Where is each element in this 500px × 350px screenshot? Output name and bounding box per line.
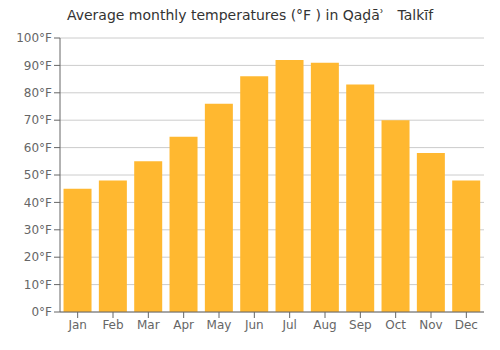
svg-text:Jun: Jun: [244, 318, 264, 332]
svg-text:Jul: Jul: [281, 318, 296, 332]
svg-text:40°F: 40°F: [24, 196, 52, 210]
svg-text:Mar: Mar: [137, 318, 160, 332]
svg-text:30°F: 30°F: [24, 223, 52, 237]
svg-text:May: May: [207, 318, 232, 332]
svg-text:0°F: 0°F: [31, 305, 52, 319]
svg-text:Oct: Oct: [385, 318, 406, 332]
svg-text:Feb: Feb: [102, 318, 123, 332]
svg-text:Jan: Jan: [67, 318, 87, 332]
svg-text:70°F: 70°F: [24, 113, 52, 127]
svg-text:50°F: 50°F: [24, 168, 52, 182]
svg-text:20°F: 20°F: [24, 250, 52, 264]
svg-text:10°F: 10°F: [24, 278, 52, 292]
svg-text:Aug: Aug: [313, 318, 336, 332]
svg-text:80°F: 80°F: [24, 86, 52, 100]
svg-text:100°F: 100°F: [16, 31, 52, 45]
svg-text:Apr: Apr: [173, 318, 194, 332]
svg-text:Dec: Dec: [455, 318, 478, 332]
svg-text:Sep: Sep: [349, 318, 372, 332]
html-text:Average monthly temperatures (: Average monthly temperatures (°F ) in Qa…: [66, 7, 434, 23]
svg-text:90°F: 90°F: [24, 59, 52, 73]
svg-text:Nov: Nov: [419, 318, 442, 332]
svg-text:60°F: 60°F: [24, 141, 52, 155]
